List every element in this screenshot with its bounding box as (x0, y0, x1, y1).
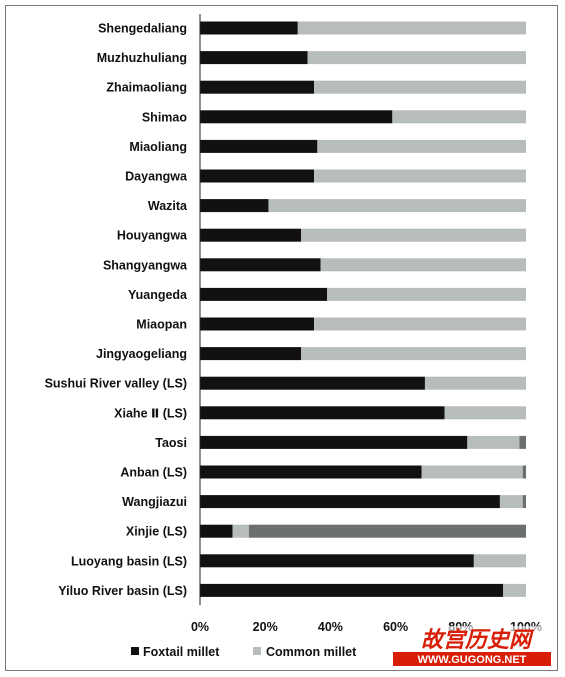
bar-segment-series-1 (314, 169, 526, 183)
bar-segment-series-0 (200, 51, 308, 65)
bar-segment-series-1 (499, 495, 523, 509)
bar-segment-series-1 (327, 287, 526, 301)
category-label: Wazita (148, 199, 188, 213)
category-label: Xinjie (LS) (126, 525, 187, 539)
bar-segment-series-1 (307, 51, 526, 65)
bar-segment-series-0 (200, 287, 328, 301)
category-label: Jingyaogeliang (96, 347, 187, 361)
bar-segment-series-0 (200, 110, 393, 124)
bar-segment-series-0 (200, 376, 425, 390)
bar-segment-series-0 (200, 406, 445, 420)
bar-segment-series-1 (424, 376, 526, 390)
bar-segment-series-0 (200, 347, 302, 361)
bar-segment-series-0 (200, 495, 500, 509)
bar-segment-series-0 (200, 21, 298, 35)
category-label: Yuangeda (128, 288, 188, 302)
x-tick-label: 40% (318, 620, 343, 634)
x-tick-label: 60% (383, 620, 408, 634)
bar-segment-series-0 (200, 317, 315, 331)
bar-segment-series-0 (200, 80, 315, 94)
bar-segment-series-2 (519, 435, 526, 449)
x-tick-label: 20% (253, 620, 278, 634)
category-labels: Shengedaliang Muzhuzhuliang Zhaimaoliang Sh… (45, 22, 188, 598)
bar-segment-series-1 (467, 435, 520, 449)
bar-segment-series-1 (314, 317, 526, 331)
category-label: Anban (LS) (120, 466, 187, 480)
bar-segment-series-0 (200, 228, 302, 242)
watermark-logo: 故宫历史网 WWW.GUGONG.NET (393, 626, 551, 666)
category-label: Wangjiazui (122, 495, 187, 509)
bar-segment-series-0 (200, 435, 468, 449)
category-label: Muzhuzhuliang (97, 51, 187, 65)
bar-segment-series-1 (301, 228, 526, 242)
bar-segment-series-1 (473, 554, 526, 568)
x-tick-label: 0% (191, 620, 209, 634)
bar-segment-series-2 (248, 524, 526, 538)
bar-segment-series-0 (200, 169, 315, 183)
bar-segment-series-0 (200, 583, 504, 597)
legend: Foxtail millet Common millet (131, 645, 357, 659)
category-label: Miaopan (136, 318, 187, 332)
bar-segment-series-1 (297, 21, 526, 35)
bar-segment-series-1 (421, 465, 523, 479)
category-label: Taosi (155, 436, 187, 450)
bar-segment-series-1 (301, 347, 526, 361)
category-label: Dayangwa (125, 170, 188, 184)
bar-segment-series-2 (522, 465, 526, 479)
watermark-url-text: WWW.GUGONG.NET (418, 654, 527, 666)
bar-segment-series-1 (317, 139, 526, 153)
bar-segment-series-0 (200, 465, 422, 479)
category-label: Luoyang basin (LS) (71, 554, 187, 568)
bar-segment-series-0 (200, 199, 269, 213)
legend-item-common: Common millet (253, 645, 357, 659)
legend-item-foxtail: Foxtail millet (131, 645, 220, 659)
legend-label-common: Common millet (266, 645, 357, 659)
watermark-main-text: 故宫历史网 (421, 627, 534, 653)
bar-segment-series-1 (268, 199, 526, 213)
legend-swatch-foxtail (131, 647, 139, 655)
legend-swatch-common (253, 647, 261, 655)
bar-segment-series-0 (200, 524, 233, 538)
category-label: Zhaimaoliang (106, 81, 187, 95)
category-label: Miaoliang (129, 140, 187, 154)
bar-segment-series-0 (200, 139, 318, 153)
category-label: Shengedaliang (98, 22, 187, 36)
bar-segment-series-1 (320, 258, 526, 272)
category-label: Yiluo River basin (LS) (58, 584, 187, 598)
bar-segment-series-0 (200, 258, 321, 272)
category-label: Sushui River valley (LS) (45, 377, 187, 391)
category-label: Xiahe Ⅱ (LS) (114, 406, 187, 420)
category-label: Houyangwa (117, 229, 188, 243)
bar-segment-series-1 (503, 583, 526, 597)
bar-segment-series-2 (522, 495, 526, 509)
category-label: Shangyangwa (103, 258, 188, 272)
bar-segment-series-1 (314, 80, 526, 94)
legend-label-foxtail: Foxtail millet (143, 645, 220, 659)
category-label: Shimao (142, 110, 188, 124)
bar-segment-series-1 (392, 110, 526, 124)
bar-segment-series-0 (200, 554, 474, 568)
bars-layer (200, 21, 526, 597)
bar-segment-series-1 (444, 406, 526, 420)
bar-segment-series-1 (232, 524, 249, 538)
